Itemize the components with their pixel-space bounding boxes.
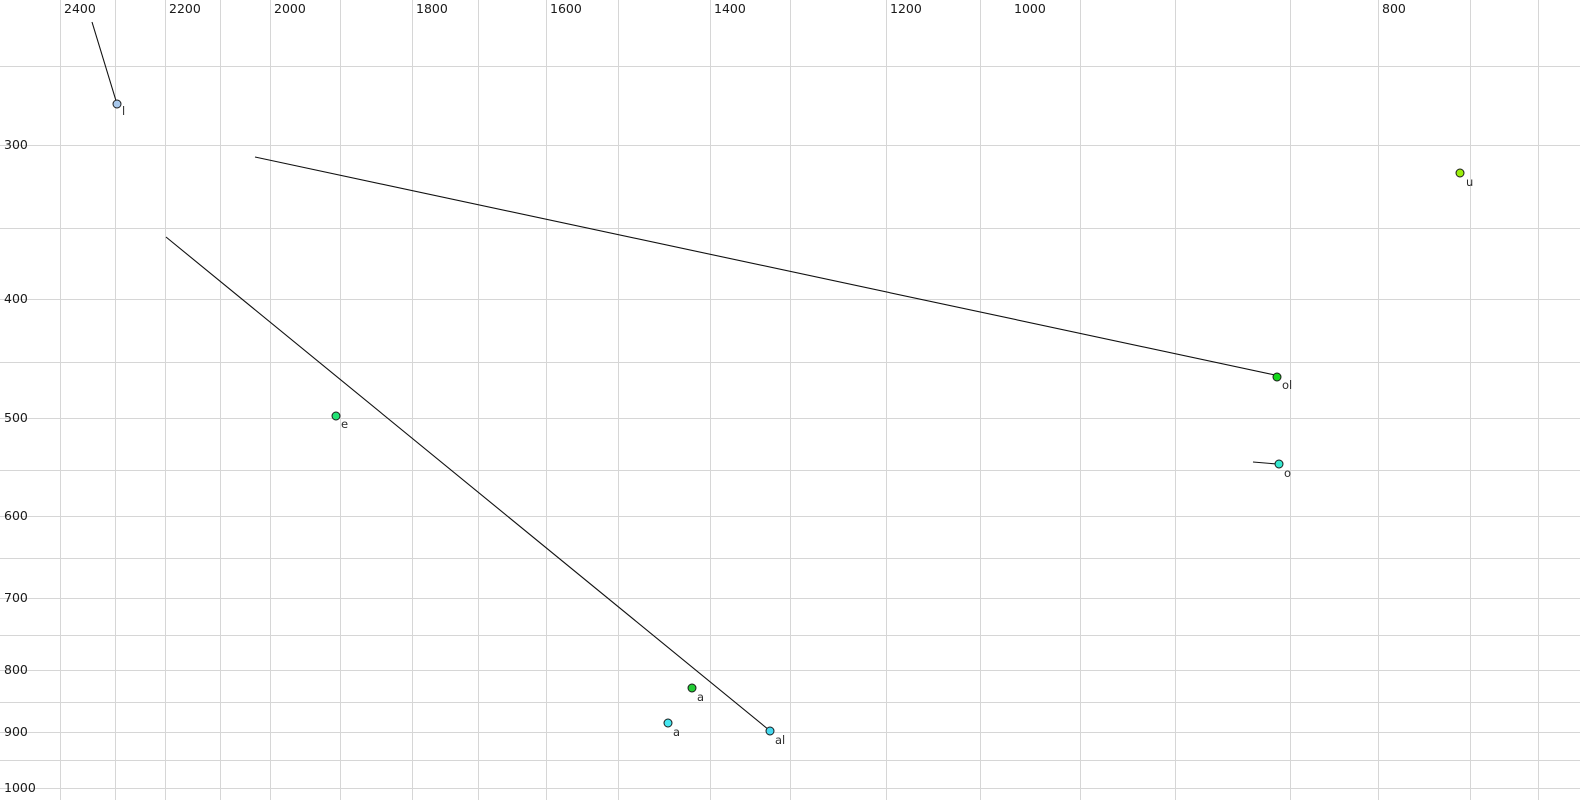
line-to-ol	[254, 156, 1276, 376]
line-to-al	[165, 236, 770, 731]
line-to-o	[1252, 461, 1278, 465]
line-to-l	[91, 21, 118, 105]
